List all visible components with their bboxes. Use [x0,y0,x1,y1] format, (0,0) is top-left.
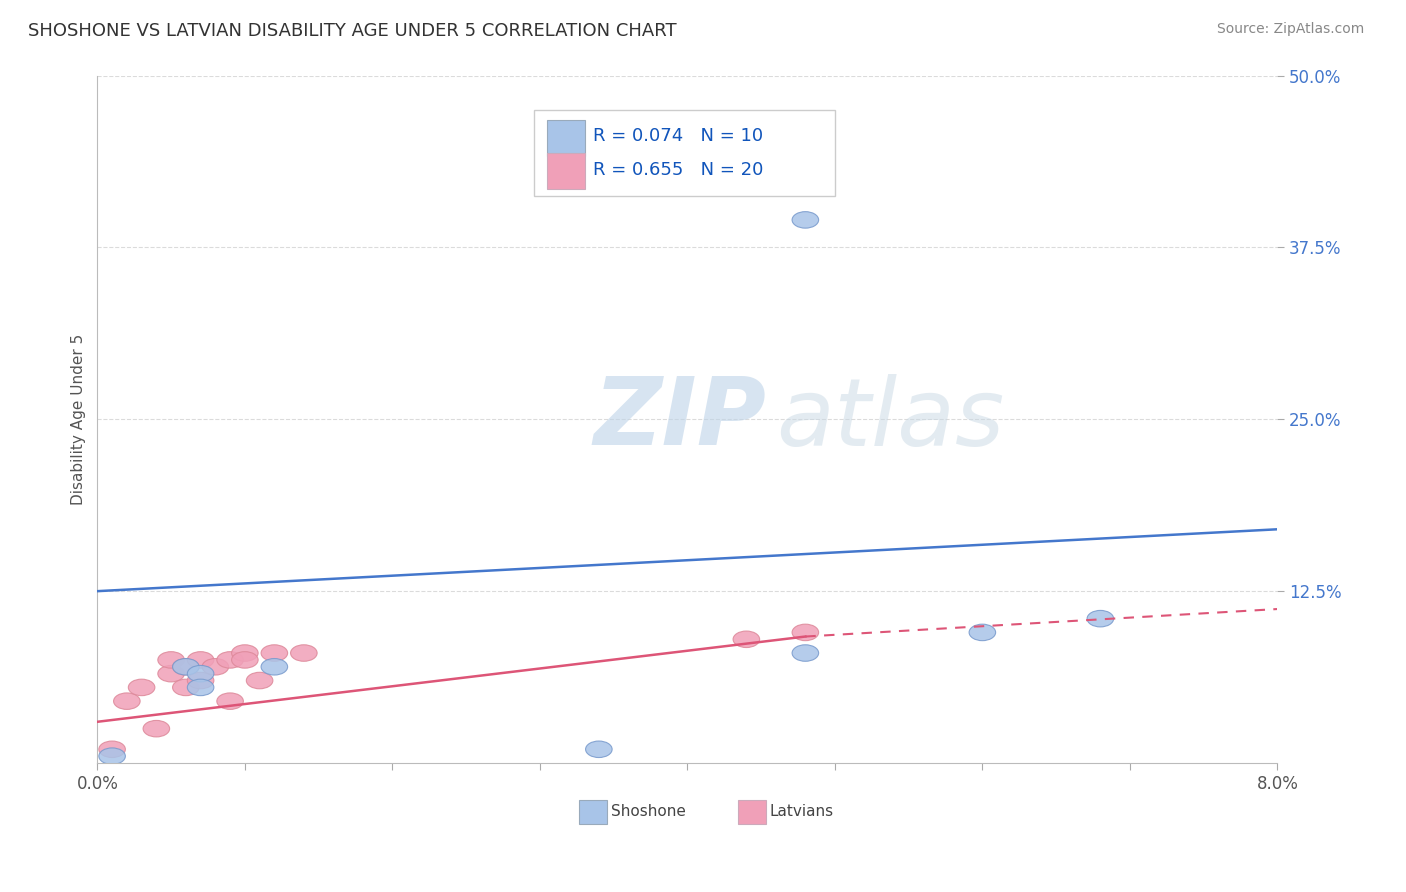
Ellipse shape [128,679,155,696]
Ellipse shape [291,645,318,661]
Ellipse shape [173,658,200,675]
FancyBboxPatch shape [547,153,585,189]
Text: R = 0.655   N = 20: R = 0.655 N = 20 [593,161,763,178]
Text: Source: ZipAtlas.com: Source: ZipAtlas.com [1216,22,1364,37]
Ellipse shape [157,652,184,668]
Ellipse shape [173,658,200,675]
Ellipse shape [202,658,229,675]
Ellipse shape [187,679,214,696]
Text: R = 0.074   N = 10: R = 0.074 N = 10 [593,127,763,145]
Ellipse shape [792,624,818,640]
Ellipse shape [98,747,125,764]
Ellipse shape [969,624,995,640]
Ellipse shape [232,645,259,661]
Text: Latvians: Latvians [770,805,834,820]
Ellipse shape [792,645,818,661]
FancyBboxPatch shape [738,800,766,823]
Ellipse shape [187,652,214,668]
Ellipse shape [262,645,288,661]
Ellipse shape [143,721,170,737]
Ellipse shape [262,658,288,675]
FancyBboxPatch shape [579,800,607,823]
Ellipse shape [232,652,259,668]
Text: ZIP: ZIP [593,373,766,466]
Y-axis label: Disability Age Under 5: Disability Age Under 5 [72,334,86,505]
Ellipse shape [173,679,200,696]
Ellipse shape [792,211,818,228]
FancyBboxPatch shape [534,110,835,196]
Text: SHOSHONE VS LATVIAN DISABILITY AGE UNDER 5 CORRELATION CHART: SHOSHONE VS LATVIAN DISABILITY AGE UNDER… [28,22,676,40]
Ellipse shape [187,665,214,681]
Text: Shoshone: Shoshone [610,805,686,820]
Ellipse shape [187,673,214,689]
Ellipse shape [114,693,141,709]
Ellipse shape [217,652,243,668]
Ellipse shape [733,631,759,648]
Ellipse shape [246,673,273,689]
Text: atlas: atlas [776,374,1004,465]
Ellipse shape [217,693,243,709]
Ellipse shape [1087,610,1114,627]
FancyBboxPatch shape [547,120,585,156]
Ellipse shape [98,741,125,757]
Ellipse shape [585,741,612,757]
Ellipse shape [157,665,184,681]
